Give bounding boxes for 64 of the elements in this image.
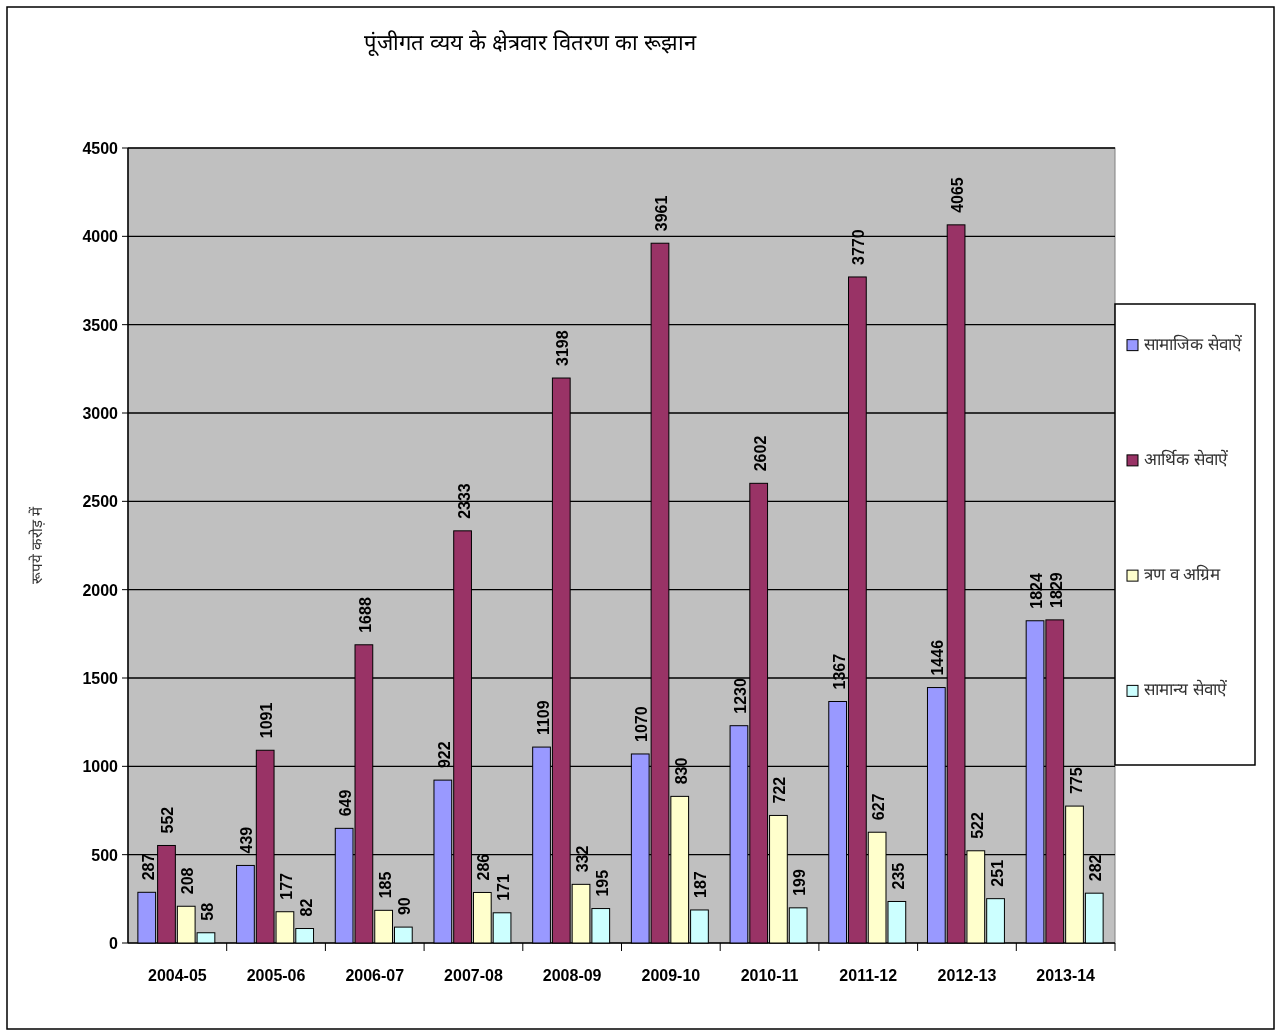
data-label: 830 <box>672 757 690 785</box>
data-label: 2333 <box>455 483 473 519</box>
data-label: 235 <box>889 862 907 890</box>
y-tick-label: 1500 <box>82 670 119 687</box>
data-label: 90 <box>396 897 414 916</box>
data-label: 185 <box>376 871 394 899</box>
data-label: 58 <box>198 902 216 921</box>
data-label: 286 <box>475 853 493 881</box>
data-label: 1230 <box>731 678 749 714</box>
data-label: 3198 <box>554 330 572 367</box>
data-label: 3961 <box>652 195 670 232</box>
data-label: 1824 <box>1028 573 1046 609</box>
y-tick-label: 4000 <box>82 228 119 246</box>
x-tick-label: 2013-14 <box>1036 967 1096 984</box>
legend-label: सामान्य सेवाऐं <box>1144 679 1227 700</box>
data-label: 187 <box>692 871 710 898</box>
data-label: 439 <box>238 826 256 854</box>
x-tick-label: 2007-08 <box>444 967 503 984</box>
data-label: 1829 <box>1047 572 1065 608</box>
data-label: 82 <box>297 898 315 917</box>
data-label: 195 <box>593 869 611 897</box>
data-label: 722 <box>771 776 789 804</box>
data-label: 2602 <box>751 435 769 472</box>
data-label: 522 <box>968 811 986 839</box>
y-tick-label: 4500 <box>82 140 119 157</box>
data-label: 1091 <box>258 702 276 739</box>
y-axis-title: रूपये करोड़ में <box>28 505 45 585</box>
y-tick-label: 1000 <box>82 758 119 776</box>
x-tick-label: 2008-09 <box>542 967 602 984</box>
x-tick-label: 2005-06 <box>246 967 306 984</box>
x-tick-label: 2009-10 <box>641 967 701 984</box>
y-tick-label: 0 <box>109 935 119 952</box>
data-label: 177 <box>277 872 295 900</box>
legend-label: त्रण व अग्रिम <box>1144 564 1222 585</box>
data-label: 552 <box>159 806 177 834</box>
chart-title: पूंजीगत व्यय के क्षेत्रवार वितरण का रूझान <box>363 30 698 57</box>
legend-label: आर्थिक सेवाऐं <box>1144 448 1228 469</box>
y-tick-label: 500 <box>91 846 119 864</box>
data-label: 287 <box>139 853 157 881</box>
x-tick-label: 2011-12 <box>839 967 898 984</box>
data-label: 1367 <box>830 653 848 690</box>
y-tick-label: 2500 <box>82 493 119 511</box>
data-label: 775 <box>1067 767 1085 795</box>
data-label: 332 <box>574 845 592 873</box>
data-label: 251 <box>988 859 1006 887</box>
x-tick-label: 2006-07 <box>345 967 405 984</box>
legend-label: सामाजिक सेवाऐं <box>1144 333 1242 354</box>
data-label: 1070 <box>633 706 651 742</box>
data-label: 282 <box>1087 854 1105 882</box>
data-label: 1688 <box>356 597 374 633</box>
data-label: 208 <box>179 867 197 895</box>
data-label: 199 <box>791 869 809 896</box>
data-label: 627 <box>870 793 888 821</box>
data-label: 649 <box>337 789 355 817</box>
y-tick-label: 2000 <box>82 581 119 599</box>
data-label: 1446 <box>929 639 947 676</box>
y-tick-label: 3500 <box>82 316 119 334</box>
data-label: 1109 <box>534 700 552 736</box>
data-label: 171 <box>495 873 513 901</box>
x-tick-label: 2010-11 <box>740 967 799 984</box>
x-tick-label: 2012-13 <box>937 967 997 984</box>
y-tick-label: 3000 <box>82 405 119 422</box>
data-label: 4065 <box>949 177 967 213</box>
x-tick-label: 2004-05 <box>147 967 207 984</box>
